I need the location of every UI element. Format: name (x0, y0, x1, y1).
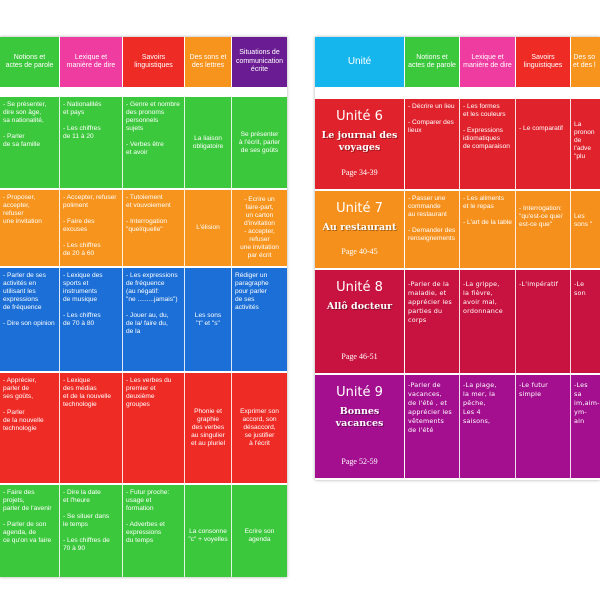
table-cell: L'élision (185, 190, 232, 266)
spacer (315, 89, 600, 99)
unit-cell: Unité 8 Allô docteur Page 46-51 (315, 270, 405, 373)
table-cell: -Parler de la maladie, et apprécier les … (405, 270, 460, 373)
table-cell: -La plage, la mer, la pêche, Les 4 saiso… (460, 375, 516, 478)
unit-subtitle: Au restaurant (322, 222, 397, 233)
table-cell: - Interrogation: "qu'est-ce que/ est-ce … (516, 191, 571, 268)
spacer (0, 89, 287, 97)
table-cell: - Lexique des médias et de la nouvelle t… (60, 373, 123, 483)
table-cell: - Les expressions de fréquence (au négat… (123, 268, 185, 371)
table-cell: - Les verbes du premier et deuxième grou… (123, 373, 185, 483)
table-cell: -Le futur simple (516, 375, 571, 478)
header-sons-label: Des sons et des lettres (189, 53, 227, 70)
table-cell: - Parler de ses activités en utilisant l… (0, 268, 60, 371)
table-cell: Ecrire son agenda (244, 528, 275, 543)
header-notions: Notions et actes de parole (405, 37, 460, 87)
table-cell: - Passer une commande au restaurant - De… (405, 191, 460, 268)
unit-pages: Page 46-51 (341, 352, 378, 361)
table-cell: Les sons " (574, 213, 593, 228)
header-lexique: Lexique et manière de dire (60, 37, 123, 87)
table-row: - Proposer, accepter, refuser une invita… (0, 190, 287, 268)
unit-cell: Unité 6 Le journal des voyages Page 34-3… (315, 99, 405, 189)
table-cell: - Accepter, refuser poliment - Faire des… (60, 190, 123, 266)
table-cell: - Les aliments et le repas - L'art de la… (460, 191, 516, 268)
unit-row-6: Unité 6 Le journal des voyages Page 34-3… (315, 99, 600, 191)
unit-title: Unité 9 (336, 385, 383, 400)
table-cell: - Futur proche: usage et formation - Adv… (123, 485, 185, 577)
table-cell: Phonie et graphie des verbes au singulie… (185, 373, 232, 483)
unit-row-8: Unité 8 Allô docteur Page 46-51 -Parler … (315, 270, 600, 375)
header-lexique: Lexique et manière de dire (460, 37, 516, 87)
table-row: - Apprécier, parler de ses goûts, - Parl… (0, 373, 287, 485)
unit-pages: Page 52-59 (341, 457, 378, 466)
right-header-row: Unité Notions et actes de parole Lexique… (315, 37, 600, 89)
left-header-row: Notions et actes de parole Lexique et ma… (0, 37, 287, 89)
table-row: - Se présenter, dire son âge, sa nationa… (0, 97, 287, 190)
header-savoirs-label: Savoirs linguistiques (134, 53, 173, 70)
table-cell: Exprimer son accord, son désaccord, se j… (240, 408, 279, 447)
table-cell: - Genre et nombre des pronoms personnels… (123, 97, 185, 188)
right-page: Unité Notions et actes de parole Lexique… (315, 37, 600, 480)
header-savoirs: Savoirs linguistiques (123, 37, 185, 87)
header-savoirs-label: Savoirs linguistiques (523, 53, 563, 70)
unit-row-7: Unité 7 Au restaurant Page 40-45 - Passe… (315, 191, 600, 270)
unit-title: Unité 6 (336, 109, 383, 124)
header-notions-label: Notions et actes de parole (408, 53, 456, 70)
unit-title: Unité 8 (336, 280, 383, 295)
header-sons: Des sons et des lettres (185, 37, 232, 87)
table-cell: - Les formes et les couleurs - Expressio… (460, 99, 516, 189)
header-unite-label: Unité (347, 55, 372, 67)
unit-cell: Unité 9 Bonnes vacances Page 52-59 (315, 375, 405, 478)
table-cell: - Dire la date et l'heure - Se situer da… (60, 485, 123, 577)
table-cell: - Proposer, accepter, refuser une invita… (0, 190, 60, 266)
header-situations: Situations de communication écrite (232, 37, 287, 87)
unit-pages: Page 40-45 (341, 247, 378, 256)
header-lexique-label: Lexique et manière de dire (66, 53, 116, 70)
table-cell: -L'impératif (516, 270, 571, 373)
table-cell: La pronon de l'adve "plu (574, 121, 595, 160)
table-cell: Rédiger un paragraphe pour parler de ses… (235, 272, 269, 311)
table-cell: - Lexique des sports et instruments de m… (60, 268, 123, 371)
table-cell: - Se présenter, dire son âge, sa nationa… (0, 97, 60, 188)
table-cell: Les sons "t" et "s" (185, 268, 232, 371)
table-row: - Faire des projets, parler de l'avenir … (0, 485, 287, 577)
header-lexique-label: Lexique et manière de dire (463, 53, 512, 70)
header-sons: Des so et des l (571, 37, 600, 87)
table-cell: -Le son (574, 280, 586, 297)
unit-subtitle: Bonnes vacances (335, 406, 384, 429)
table-cell: - Nationalités et pays - Les chiffres de… (60, 97, 123, 188)
table-cell: -Les sa im,aim- ym-ain (574, 381, 600, 425)
unit-title: Unité 7 (336, 201, 383, 216)
table-cell: - Apprécier, parler de ses goûts, - Parl… (0, 373, 60, 483)
table-cell: La consonne "c" + voyelles (185, 485, 232, 577)
header-situations-label: Situations de communication écrite (235, 49, 284, 74)
table-cell: - Décrire un lieu - Comparer des lieux (405, 99, 460, 189)
header-savoirs: Savoirs linguistiques (516, 37, 571, 87)
table-cell: - Tutoiement et vouvoiement - Interrogat… (123, 190, 185, 266)
left-page: Notions et actes de parole Lexique et ma… (0, 37, 287, 577)
header-unite: Unité (315, 37, 405, 87)
unit-cell: Unité 7 Au restaurant Page 40-45 (315, 191, 405, 268)
header-notions-label: Notions et actes de parole (5, 53, 54, 70)
table-cell: Se présenter à l'écrit, parler de ses go… (238, 130, 281, 154)
table-cell: La liaison obligatoire (185, 97, 232, 188)
table-cell: -La grippe, la fièvre, avoir mal, ordonn… (460, 270, 516, 373)
unit-subtitle: Le journal des voyages (321, 130, 398, 153)
table-cell: -Parler de vacances, de l'été , et appré… (405, 375, 460, 478)
unit-row-9: Unité 9 Bonnes vacances Page 52-59 -Parl… (315, 375, 600, 478)
table-cell: - Ecrire un faire-part, un carton d'invi… (240, 196, 279, 259)
table-cell: - Faire des projets, parler de l'avenir … (0, 485, 60, 577)
unit-pages: Page 34-39 (341, 168, 378, 177)
table-row: - Parler de ses activités en utilisant l… (0, 268, 287, 373)
unit-subtitle: Allô docteur (326, 301, 393, 312)
table-cell: - Le comparatif (516, 99, 571, 189)
header-sons-label: Des so et des l (573, 53, 596, 70)
header-notions: Notions et actes de parole (0, 37, 60, 87)
